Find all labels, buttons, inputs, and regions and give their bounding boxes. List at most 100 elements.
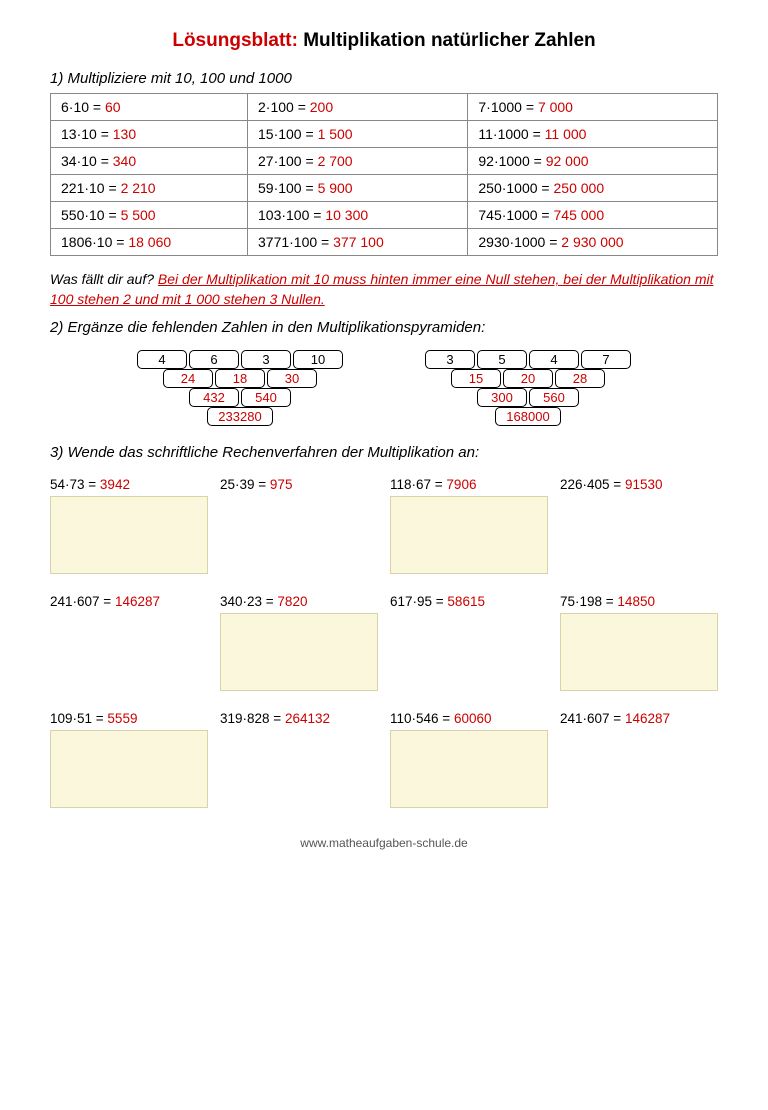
problem-text: 226·405 = [560,477,625,492]
exercise-equation: 319·828 = 264132 [220,711,378,726]
pyramid-row: 46310 [136,350,344,369]
answer-text: 5 500 [121,207,156,223]
answer-text: 250 000 [554,180,605,196]
answer-text: 975 [270,477,293,492]
table-cell: 550·10 = 5 500 [51,202,248,229]
pyramid-cell: 540 [241,388,291,407]
problem-text: 11·1000 = [478,126,544,142]
problem-text: 109·51 = [50,711,107,726]
exercise: 118·67 = 7906 [390,477,548,574]
problem-text: 34·10 = [61,153,113,169]
exercise-equation: 110·546 = 60060 [390,711,548,726]
pyramid-row: 233280 [206,407,274,426]
exercise-grid: 54·73 = 394225·39 = 975118·67 = 7906226·… [50,477,718,808]
table-cell: 745·1000 = 745 000 [468,202,718,229]
multiplication-table: 6·10 = 602·100 = 2007·1000 = 7 00013·10 … [50,93,718,256]
answer-text: 7906 [446,477,476,492]
observation-note: Was fällt dir auf? Bei der Multiplikatio… [50,270,718,309]
work-box [50,496,208,574]
answer-text: 91530 [625,477,663,492]
pyramid-cell: 4 [529,350,579,369]
answer-text: 2 930 000 [561,234,623,250]
exercise-equation: 109·51 = 5559 [50,711,208,726]
pyramid-cell: 28 [555,369,605,388]
pyramid-cell: 7 [581,350,631,369]
table-cell: 92·1000 = 92 000 [468,148,718,175]
table-cell: 27·100 = 2 700 [248,148,468,175]
answer-text: 18 060 [128,234,171,250]
answer-text: 2 700 [318,153,353,169]
pyramids-container: 4631024183043254023328035471520283005601… [50,350,718,426]
exercise: 319·828 = 264132 [220,711,378,808]
pyramid-row: 168000 [494,407,562,426]
problem-text: 59·100 = [258,180,318,196]
answer-text: 11 000 [545,126,587,142]
table-cell: 221·10 = 2 210 [51,175,248,202]
answer-text: 264132 [285,711,330,726]
table-row: 6·10 = 602·100 = 2007·1000 = 7 000 [51,94,718,121]
exercise-equation: 226·405 = 91530 [560,477,718,492]
problem-text: 27·100 = [258,153,318,169]
answer-text: 14850 [617,594,655,609]
table-cell: 7·1000 = 7 000 [468,94,718,121]
table-row: 1806·10 = 18 0603771·100 = 377 1002930·1… [51,229,718,256]
table-cell: 3771·100 = 377 100 [248,229,468,256]
exercise: 617·95 = 58615 [390,594,548,691]
table-cell: 6·10 = 60 [51,94,248,121]
problem-text: 617·95 = [390,594,447,609]
exercise-equation: 617·95 = 58615 [390,594,548,609]
table-row: 550·10 = 5 500103·100 = 10 300745·1000 =… [51,202,718,229]
exercise-equation: 241·607 = 146287 [50,594,208,609]
exercise: 241·607 = 146287 [560,711,718,808]
work-box [50,730,208,808]
pyramid-cell: 24 [163,369,213,388]
problem-text: 319·828 = [220,711,285,726]
table-cell: 59·100 = 5 900 [248,175,468,202]
pyramid-cell: 3 [241,350,291,369]
problem-text: 6·10 = [61,99,105,115]
pyramid-cell: 168000 [495,407,561,426]
work-box [560,613,718,691]
note-prefix: Was fällt dir auf? [50,271,158,287]
pyramid-row: 300560 [476,388,580,407]
table-cell: 13·10 = 130 [51,121,248,148]
pyramid-cell: 18 [215,369,265,388]
problem-text: 3771·100 = [258,234,333,250]
answer-text: 5559 [107,711,137,726]
exercise-equation: 25·39 = 975 [220,477,378,492]
answer-text: 1 500 [318,126,353,142]
problem-text: 25·39 = [220,477,270,492]
answer-text: 92 000 [546,153,589,169]
problem-text: 250·1000 = [478,180,553,196]
exercise: 109·51 = 5559 [50,711,208,808]
answer-text: 60 [105,99,121,115]
exercise-equation: 118·67 = 7906 [390,477,548,492]
pyramid-cell: 233280 [207,407,273,426]
exercise: 110·546 = 60060 [390,711,548,808]
pyramid-row: 3547 [424,350,632,369]
problem-text: 2930·1000 = [478,234,561,250]
pyramid-row: 241830 [162,369,318,388]
problem-text: 241·607 = [50,594,115,609]
pyramid-row: 432540 [188,388,292,407]
table-cell: 34·10 = 340 [51,148,248,175]
exercise-equation: 75·198 = 14850 [560,594,718,609]
section2-heading: 2) Ergänze die fehlenden Zahlen in den M… [50,319,718,336]
problem-text: 13·10 = [61,126,113,142]
problem-text: 54·73 = [50,477,100,492]
pyramid: 3547152028300560168000 [424,350,632,426]
pyramid-cell: 432 [189,388,239,407]
pyramid-row: 152028 [450,369,606,388]
table-row: 221·10 = 2 21059·100 = 5 900 250·1000 = 2… [51,175,718,202]
table-cell: 103·100 = 10 300 [248,202,468,229]
pyramid-cell: 10 [293,350,343,369]
problem-text: 241·607 = [560,711,625,726]
answer-text: 146287 [625,711,670,726]
answer-text: 60060 [454,711,492,726]
work-box [390,730,548,808]
section1-heading: 1) Multipliziere mit 10, 100 und 1000 [50,70,718,87]
exercise-equation: 340·23 = 7820 [220,594,378,609]
answer-text: 2 210 [121,180,156,196]
problem-text: 103·100 = [258,207,325,223]
work-box [220,613,378,691]
